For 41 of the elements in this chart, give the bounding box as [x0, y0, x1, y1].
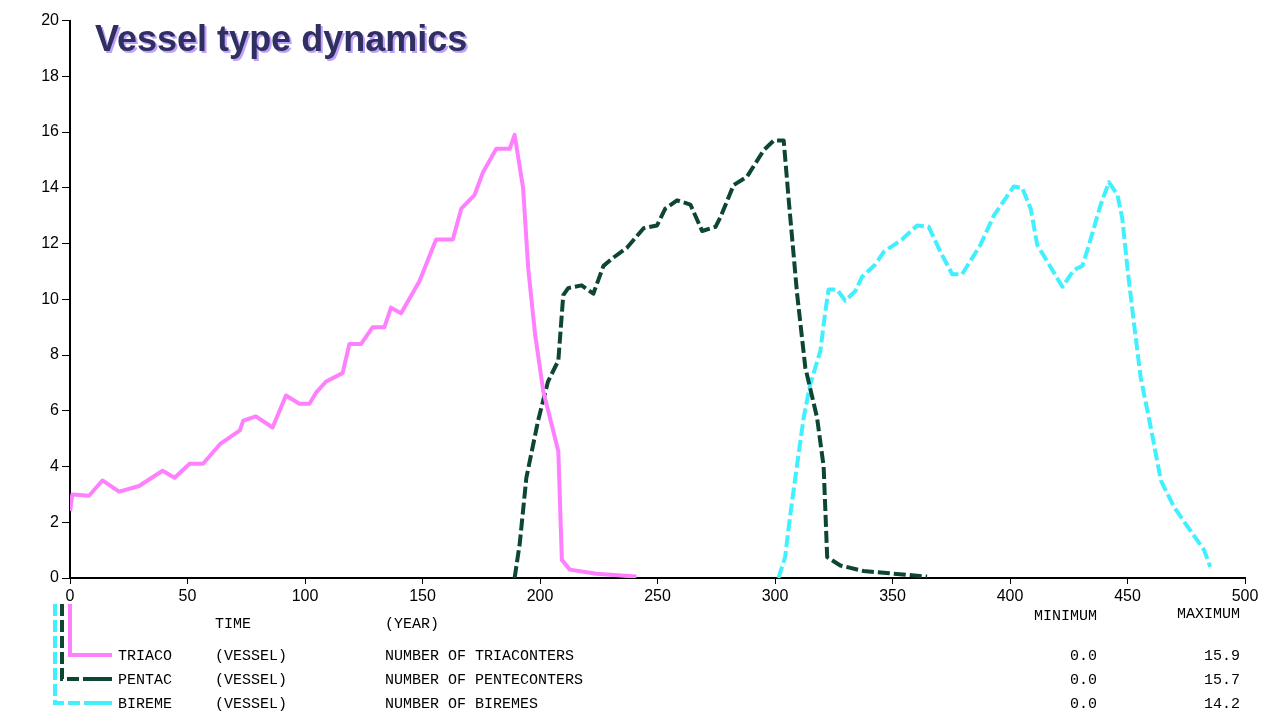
text: 14.2	[1203, 696, 1240, 713]
y-tick-label: 2	[50, 512, 60, 530]
text: MINIMUM	[1033, 608, 1097, 625]
x-tick-label: 0	[65, 587, 75, 605]
y-tick-label: 6	[50, 401, 60, 419]
y-tick-label: 4	[50, 456, 60, 474]
text: NUMBER OF PENTECONTERS	[385, 672, 584, 689]
y-tick-label: 10	[41, 289, 60, 307]
y-tick-label: 12	[41, 233, 60, 251]
text: TIME (YEAR)	[215, 616, 440, 633]
y-tick-label: 18	[41, 66, 60, 84]
text: 15.7	[1203, 672, 1240, 689]
x-tick-label: 350	[879, 587, 906, 605]
x-tick-label: 250	[644, 587, 671, 605]
legend-label: TRIACO	[118, 648, 173, 665]
x-tick-label: 400	[996, 587, 1024, 605]
x-tick-label: 200	[526, 587, 554, 605]
x-tick-label: 450	[1114, 587, 1141, 605]
y-tick-label: 8	[50, 345, 60, 363]
text: NUMBER OF BIREMES	[385, 696, 539, 713]
text: 0.0	[1069, 672, 1097, 689]
text: (VESSEL)	[215, 696, 288, 713]
text: MAXIMUM	[1176, 606, 1240, 623]
text: (VESSEL)	[215, 672, 288, 689]
text: 0.0	[1069, 696, 1097, 713]
text: (VESSEL)	[215, 648, 288, 665]
y-tick-label: 16	[41, 122, 60, 140]
text: NUMBER OF TRIACONTERS	[385, 648, 575, 665]
y-tick-label: 20	[41, 11, 60, 29]
x-tick-label: 150	[409, 587, 436, 605]
x-tick-label: 300	[761, 587, 789, 605]
text: 0.0	[1069, 648, 1097, 665]
y-tick-label: 0	[50, 568, 60, 586]
x-tick-label: 50	[178, 587, 197, 605]
legend-label: PENTAC	[118, 672, 173, 689]
x-tick-label: 500	[1231, 587, 1259, 605]
text: 15.9	[1203, 648, 1240, 665]
chart-title: Vessel type dynamics	[97, 19, 470, 61]
legend-label: BIREME	[118, 696, 173, 713]
x-tick-label: 100	[291, 587, 319, 605]
y-tick-label: 14	[41, 178, 60, 196]
